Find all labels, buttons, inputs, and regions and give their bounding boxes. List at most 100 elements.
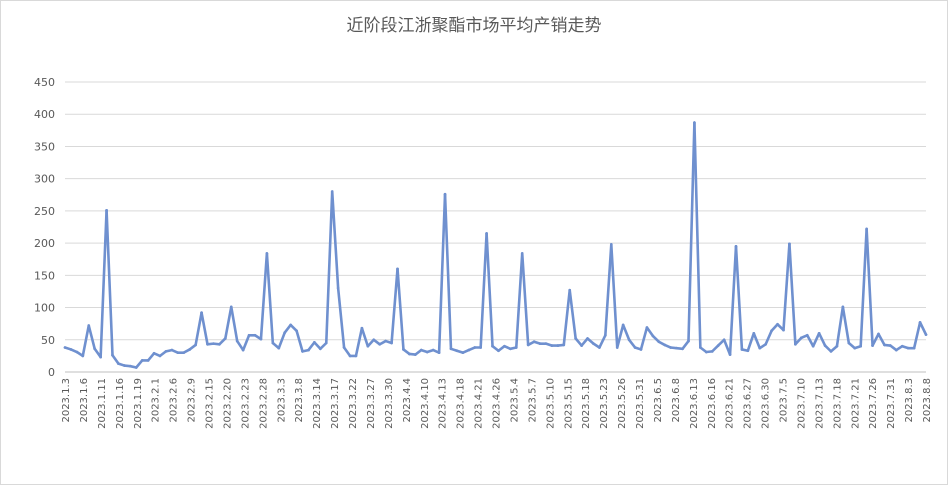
- x-tick-label: 2023.7.21: [850, 378, 861, 429]
- x-tick-label: 2023.2.6: [169, 378, 180, 423]
- data-point: [835, 344, 839, 348]
- series-line-segment: [841, 305, 851, 345]
- data-point: [645, 326, 649, 329]
- data-point: [598, 346, 601, 349]
- x-tick-label: 2023.6.21: [725, 378, 736, 429]
- data-point: [200, 311, 203, 315]
- data-point: [627, 338, 631, 342]
- series-line-segment: [360, 326, 370, 348]
- data-point: [283, 331, 287, 334]
- data-point: [247, 333, 251, 337]
- data-point: [152, 352, 156, 355]
- y-tick-label: 300: [34, 173, 55, 186]
- data-point: [716, 344, 720, 347]
- data-point: [330, 190, 334, 193]
- grid-lines: [65, 81, 926, 373]
- data-point: [841, 305, 845, 309]
- x-tick-label: 2023.2.20: [222, 378, 233, 429]
- x-tick-label: 2023.8.3: [904, 378, 915, 423]
- y-axis-tick-labels: 0 50 100 150 200 250 300 350 400 450: [34, 76, 55, 379]
- series-line-segment: [235, 339, 245, 352]
- data-point: [912, 346, 916, 350]
- series-line-segment: [265, 252, 275, 345]
- data-point: [134, 366, 138, 369]
- x-tick-label: 2023.4.10: [420, 378, 431, 429]
- data-point: [853, 346, 857, 350]
- series-line-segment: [782, 242, 791, 332]
- data-point: [414, 353, 417, 356]
- series-line-segment: [865, 227, 874, 347]
- x-tick-label: 2023.5.15: [563, 378, 574, 429]
- data-point: [473, 346, 477, 349]
- data-point: [437, 351, 441, 354]
- x-tick-label: 2023.2.9: [187, 378, 198, 423]
- x-tick-label: 2023.2.28: [258, 378, 269, 429]
- data-point: [865, 227, 868, 231]
- x-tick-label: 2023.5.26: [617, 378, 628, 429]
- series-line-segment: [105, 208, 114, 357]
- data-point: [710, 350, 714, 353]
- data-point: [514, 346, 518, 349]
- data-point: [206, 342, 209, 346]
- data-point: [497, 349, 500, 353]
- series-line-segment: [651, 334, 661, 344]
- x-tick-label: 2023.3.27: [366, 378, 377, 429]
- data-point: [289, 323, 292, 327]
- series-line-segment: [574, 337, 583, 347]
- series-line-segment: [835, 305, 845, 348]
- series-line-segment: [277, 331, 287, 350]
- x-tick-label: 2023.1.6: [79, 378, 90, 423]
- data-point: [889, 344, 892, 347]
- x-tick-label: 2023.3.30: [384, 378, 395, 429]
- series-line-segment: [847, 341, 857, 350]
- data-point: [75, 350, 79, 354]
- series-line-segment: [817, 332, 827, 347]
- data-point: [728, 353, 732, 356]
- data-point: [752, 332, 756, 335]
- data-point: [639, 348, 643, 351]
- series-line-segment: [390, 267, 399, 345]
- series-line-segment: [336, 286, 346, 349]
- data-point: [384, 339, 387, 343]
- y-tick-label: 400: [34, 108, 55, 121]
- data-point: [277, 346, 281, 350]
- series-line-segment: [366, 338, 376, 348]
- x-tick-label: 2023.6.30: [761, 378, 772, 429]
- data-point: [360, 326, 364, 330]
- x-tick-label: 2023.3.3: [276, 378, 287, 423]
- series-line-segment: [764, 329, 773, 346]
- x-tick-label: 2023.5.31: [635, 378, 646, 429]
- series-line-segment: [746, 332, 756, 353]
- data-point: [918, 321, 922, 324]
- data-point: [580, 344, 583, 347]
- data-point: [99, 355, 102, 359]
- data-point: [675, 346, 678, 350]
- data-point: [455, 349, 459, 353]
- series-line-segment: [218, 337, 227, 346]
- y-tick-label: 350: [34, 140, 55, 153]
- data-point: [307, 348, 310, 352]
- data-point: [348, 354, 352, 358]
- series-line-segment: [295, 329, 304, 353]
- data-point: [586, 337, 589, 340]
- data-point: [212, 342, 215, 345]
- data-point: [176, 351, 180, 354]
- data-point: [408, 352, 411, 356]
- y-tick-label: 450: [34, 76, 55, 89]
- y-tick-label: 250: [34, 205, 55, 218]
- data-point: [871, 344, 874, 347]
- series-line-segment: [562, 288, 572, 347]
- data-point: [396, 267, 399, 271]
- series-line-segment: [693, 121, 702, 349]
- series-line-segment: [681, 339, 690, 351]
- x-axis-tick-labels: 2023.1.3 2023.1.6 2023.1.11 2023.1.16 2023.1…: [61, 378, 933, 429]
- series-line-segment: [514, 252, 524, 349]
- series-line-segment: [229, 305, 239, 343]
- series-line-segment: [396, 267, 405, 351]
- data-point: [491, 344, 494, 348]
- data-point: [615, 346, 619, 349]
- data-point: [651, 334, 655, 338]
- data-point: [69, 348, 73, 351]
